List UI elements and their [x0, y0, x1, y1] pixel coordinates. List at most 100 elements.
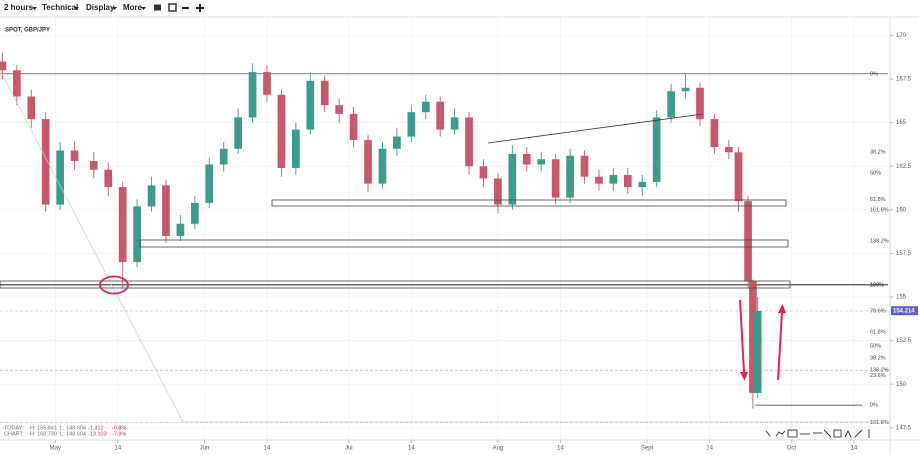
y-tick-label: 150 [896, 382, 907, 388]
candle-body [551, 159, 560, 198]
candle-body [306, 80, 315, 130]
stat-percent: -0.8% [112, 425, 126, 431]
grid: 147.5 150 152.5 155 157.5 160 162.5 165 167.5 170… [0, 18, 912, 452]
level-label: 100% [870, 282, 884, 288]
fib-fan-line [0, 69, 890, 423]
tool-pitch[interactable] [844, 429, 852, 438]
candle-body [652, 117, 661, 182]
tool-fib[interactable] [787, 429, 798, 438]
dropdown-arrow [74, 7, 79, 10]
candle-body [277, 94, 286, 168]
y-tick-label: 160 [896, 207, 907, 213]
trend-line [487, 113, 704, 144]
stat-percent: -7.8% [112, 431, 126, 437]
x-tick-label: 14 [115, 446, 122, 452]
candle-body [12, 70, 21, 97]
candle-body [248, 72, 257, 118]
candle-body [522, 154, 531, 165]
plot: 0% 38.2% 50% 61.8% 161.8% 138.2% 100% 78.6% 61.8… [0, 52, 918, 426]
zoom-in-icon[interactable] [196, 4, 204, 12]
candle-body [450, 117, 459, 130]
tool-trend[interactable] [854, 429, 863, 438]
tool-rect[interactable] [833, 429, 842, 438]
drawing-tools [765, 429, 870, 438]
x-tick-label: May [50, 446, 61, 452]
level-label: 78.6% [870, 308, 886, 314]
candle-body [566, 155, 574, 198]
candle-body [734, 152, 743, 202]
y-tick-label: 170 [896, 33, 907, 39]
level-label: 50% [870, 343, 881, 349]
level-label: 138.2% [870, 368, 889, 374]
candle-body [162, 185, 170, 236]
candle-body [580, 155, 589, 177]
stat-high: H: 168.730 [30, 431, 57, 437]
candle-body [421, 101, 430, 113]
candle-body [219, 148, 228, 165]
candle-body [89, 160, 98, 170]
level-label: 161.8% [870, 420, 889, 426]
x-tick-label: 14 [706, 446, 713, 452]
save-icon[interactable] [168, 3, 177, 12]
candle-body [378, 148, 387, 184]
level-label: 0% [870, 403, 878, 409]
candle-body [190, 202, 199, 224]
candle-body [70, 150, 79, 161]
candle-body [407, 112, 416, 137]
candle-body [479, 166, 488, 179]
stat-name: CHART: [4, 431, 24, 437]
candle-body [263, 72, 271, 95]
level-label: 23.6% [870, 373, 886, 379]
menu-display[interactable]: Display [86, 3, 115, 12]
x-tick-label: 14 [557, 446, 564, 452]
candle-body [623, 174, 632, 188]
zone-box [0, 280, 791, 289]
candle-body [609, 174, 618, 184]
level-label: 50% [870, 171, 881, 177]
stat-low: L: 148.604 [60, 425, 86, 431]
y-tick-label: 165 [896, 120, 907, 126]
candle-body [56, 150, 64, 205]
x-tick-label: 14 [408, 446, 415, 452]
x-tick-label: Jun [200, 446, 210, 452]
stat-change: -13.103 [88, 431, 107, 437]
menu-technical[interactable]: Technical [42, 3, 78, 12]
candle-body [595, 176, 603, 184]
level-label: 138.2% [870, 239, 889, 245]
candle-body [205, 164, 214, 203]
candle-body [696, 87, 704, 120]
y-tick-label: 167.5 [896, 77, 912, 83]
menu-interval[interactable]: 2 hours [4, 3, 33, 12]
annotations [0, 69, 890, 423]
candle-body [176, 223, 185, 236]
stats: TODAY: H: 155.841 L: 148.604 -1.312 -0.8% CHA… [4, 425, 126, 437]
candle-body [335, 105, 344, 114]
candle-body [749, 281, 757, 393]
level-label: 61.8% [870, 197, 886, 203]
y-tick-label: 147.5 [896, 425, 912, 431]
zone-box [271, 199, 787, 207]
candle-body [710, 119, 719, 148]
level-label: 161.8% [870, 207, 889, 213]
tool-pointer[interactable] [765, 430, 771, 437]
last-price-tag [891, 306, 918, 316]
candle-body [744, 201, 752, 282]
tool-line[interactable] [823, 429, 832, 438]
candle-body [133, 206, 141, 263]
menu-more[interactable]: More [123, 3, 143, 12]
x-tick-label: Jul [345, 446, 353, 452]
tool-path[interactable] [775, 430, 786, 437]
arrow-up [777, 304, 786, 381]
open-icon[interactable] [154, 4, 161, 11]
candle-body [234, 117, 242, 149]
stat-name: TODAY: [4, 425, 24, 431]
level-label: 61.8% [870, 329, 886, 335]
candle-body [667, 91, 675, 118]
candle-body [349, 113, 358, 141]
dropdown-arrow [112, 7, 117, 10]
toolbar: 2 hours Technical Display More [4, 3, 204, 12]
candle-body [147, 185, 156, 207]
y-tick-label: 155 [896, 295, 907, 301]
zone-box [139, 239, 789, 248]
chart-title: SPOT, GBP/JPY [5, 28, 50, 34]
